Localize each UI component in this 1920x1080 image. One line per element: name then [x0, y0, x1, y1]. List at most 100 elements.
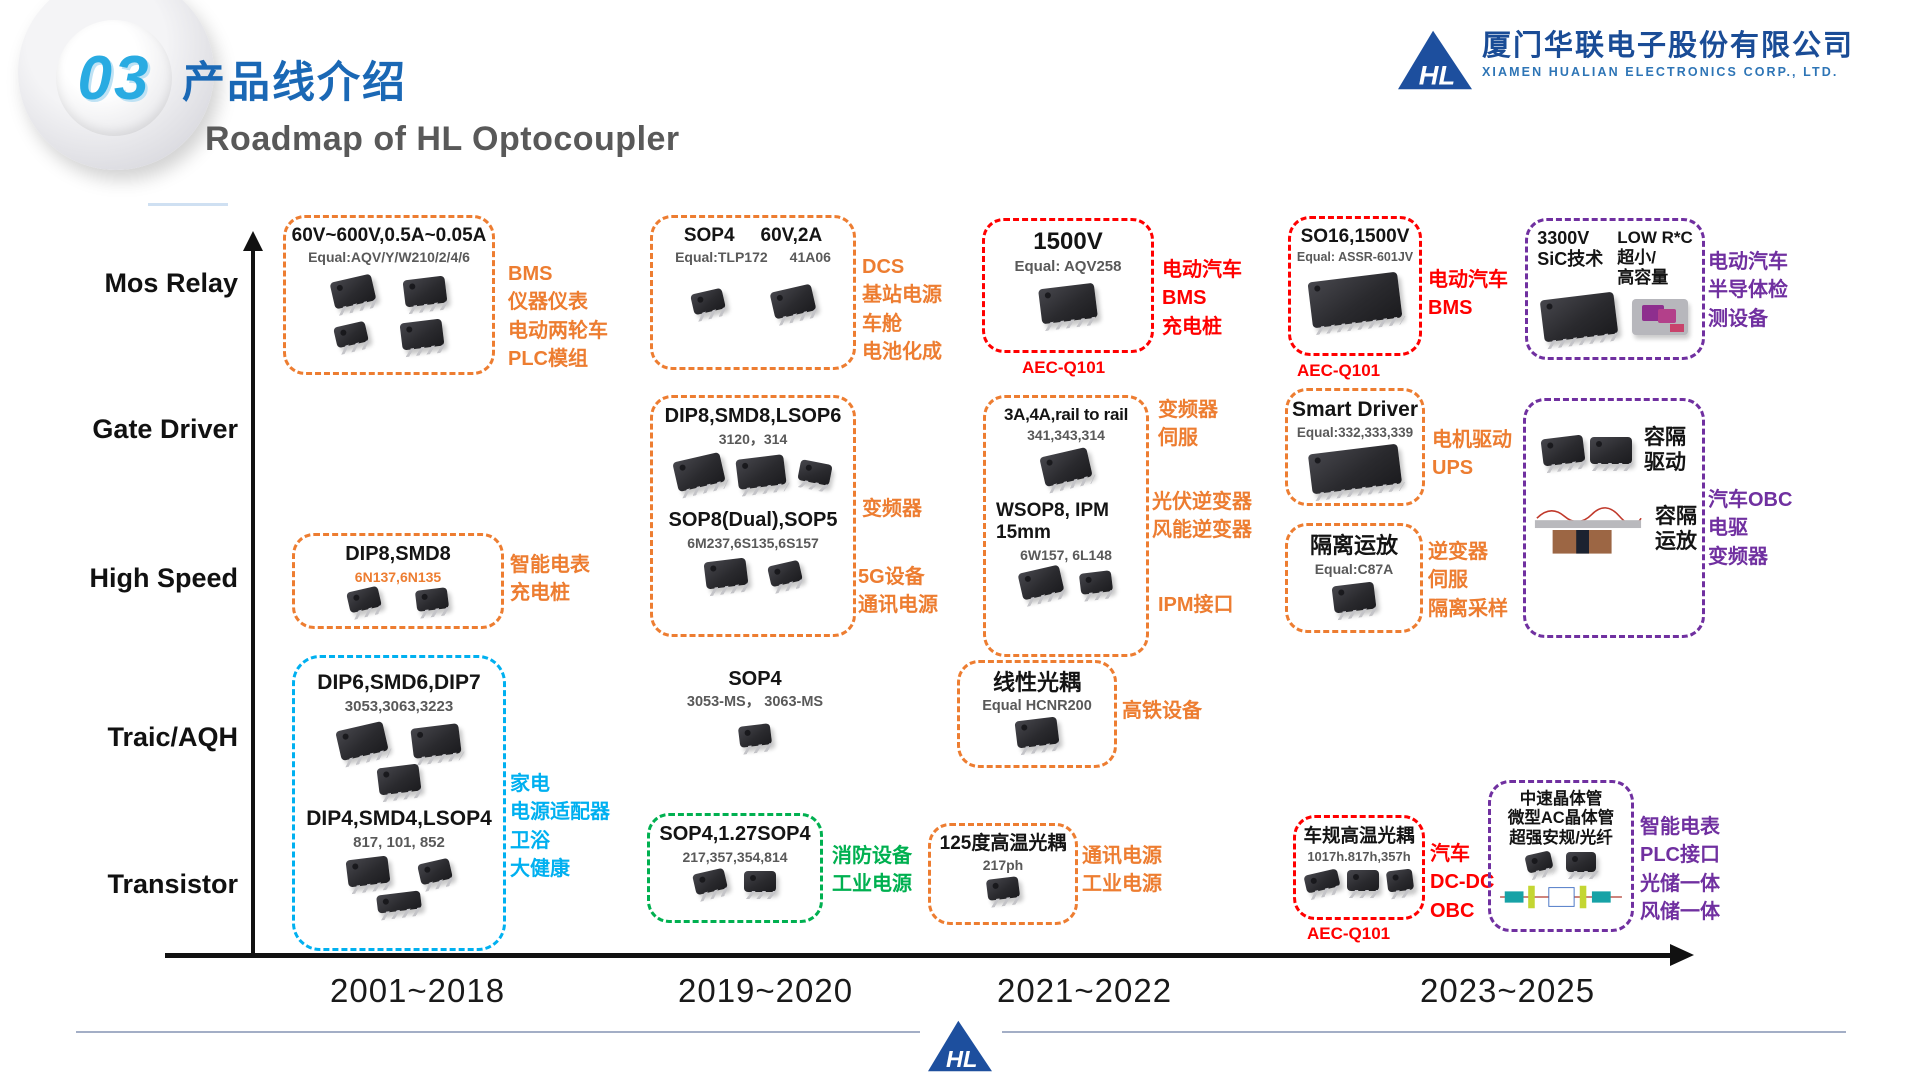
box-models-row: Equal:TLP172 41A06	[675, 247, 831, 266]
product-box-high-speed-2001: DIP8,SMD8 6N137,6N135	[292, 533, 504, 629]
note-mos4-applications: 电动汽车 BMS	[1428, 269, 1508, 320]
chip-image	[1566, 852, 1596, 873]
chip-photos	[1038, 283, 1098, 325]
chip-image	[1014, 716, 1060, 749]
box-label: 容隔 驱动	[1644, 426, 1686, 474]
section-number: 03	[77, 43, 151, 113]
chip-image	[797, 459, 833, 486]
chip-image	[1590, 437, 1632, 465]
box-title: 隔离运放	[1309, 533, 1398, 558]
chip-photos	[1014, 716, 1060, 749]
chip-image	[1078, 570, 1114, 596]
product-box-traic-transistor-2001: DIP6,SMD6,DIP7 3053,3063,3223 DIP4,SMD4,…	[292, 655, 506, 951]
chip-photos	[672, 452, 833, 493]
box-title: 60V,2A	[760, 225, 823, 246]
box-models: 1017h.817h,357h	[1307, 848, 1411, 864]
note-tr1-applications: 家电 电源适配器 卫浴 大健康	[510, 773, 610, 881]
chip-photos	[1303, 868, 1415, 894]
chip-image	[345, 855, 391, 887]
box-title: SO16,1500V	[1300, 226, 1410, 247]
svg-text:HL: HL	[1419, 59, 1455, 90]
chip-image	[346, 586, 382, 614]
box-title: SOP8(Dual),SOP5	[668, 509, 838, 532]
x-axis-arrowhead	[1670, 944, 1694, 966]
chip-image	[1347, 870, 1379, 892]
box-title: 中速晶体管 微型AC晶体管 超强安规/光纤	[1507, 790, 1615, 847]
row-label-mos-relay: Mos Relay	[104, 268, 238, 298]
chip-image	[1540, 434, 1586, 467]
section-number-badge: 03	[56, 20, 172, 136]
chip-photos	[690, 283, 817, 320]
capacitive-driver-row: 容隔 驱动	[1540, 426, 1686, 476]
y-axis-line	[251, 249, 255, 957]
note-gd5-applications: 汽车OBC 电驱 变频器	[1708, 489, 1793, 568]
box-label: 容隔 运放	[1655, 504, 1697, 553]
chip-image	[402, 275, 448, 308]
box-title: DIP6,SMD6,DIP7	[317, 671, 481, 694]
box-models: 217ph	[982, 857, 1024, 874]
chip-image	[1539, 291, 1619, 343]
subtitle-underline	[148, 203, 228, 206]
product-box-mos-relay-2023b: 3300V SiC技术 LOW R*C 超小/ 高容量	[1525, 218, 1705, 360]
company-logo: HL 厦门华联电子股份有限公司 XIAMEN HUALIAN ELECTRONI…	[1398, 30, 1854, 90]
chip-photos	[985, 876, 1021, 902]
chip-image	[1385, 868, 1415, 893]
vson-package-image	[1632, 299, 1688, 336]
product-box-gate-driver-2023b: 隔离运放 Equal:C87A	[1285, 523, 1423, 633]
footer-divider-right	[1002, 1031, 1846, 1033]
aec-q101-badge: AEC-Q101	[1022, 358, 1106, 377]
chip-image	[692, 868, 728, 896]
product-box-mos-relay-2023a: SO16,1500V Equal: ASSR-601JV	[1288, 216, 1422, 356]
box-title-row: 3300V SiC技术 LOW R*C 超小/ 高容量	[1537, 228, 1693, 288]
chip-photos	[376, 763, 422, 796]
aec-q101-badge: AEC-Q101	[1307, 924, 1391, 943]
chip-image	[414, 587, 450, 613]
chip-image	[1039, 446, 1093, 487]
box-title: Smart Driver	[1291, 398, 1419, 421]
note-tx1-applications: 消防设备 工业电源	[832, 845, 912, 896]
pcb-module-image	[1534, 506, 1642, 554]
product-box-gate-driver-2023a: Smart Driver Equal:332,333,339	[1285, 388, 1425, 506]
chip-image	[417, 857, 453, 885]
chip-photos	[660, 723, 850, 748]
box-title: 3A,4A,rail to rail	[1003, 405, 1129, 424]
note-tr3-applications: 高铁设备	[1122, 700, 1202, 722]
chip-image	[410, 722, 462, 759]
box-models: Equal:TLP172	[675, 249, 768, 266]
box-title: 1500V	[1033, 228, 1103, 255]
chip-photos	[335, 720, 462, 761]
chip-photos	[1524, 850, 1596, 875]
chip-photos	[1539, 291, 1688, 343]
row-label-high-speed: High Speed	[89, 563, 238, 593]
y-axis-arrowhead	[243, 231, 263, 251]
note-gd2-c: IPM接口	[1158, 594, 1234, 616]
chip-photos	[329, 273, 448, 310]
product-box-mos-relay-2001: 60V~600V,0.5A~0.05A Equal:AQV/Y/W210/2/4…	[283, 215, 495, 375]
company-name-en: XIAMEN HUALIAN ELECTRONICS CORP., LTD.	[1482, 65, 1839, 80]
chip-image	[1524, 850, 1554, 875]
chip-photos	[376, 889, 422, 914]
box-title: LOW R*C 超小/ 高容量	[1617, 228, 1693, 288]
box-models: 3053,3063,3223	[344, 697, 454, 715]
row-label-traic-aqh: Traic/AQH	[107, 722, 238, 752]
box-models: Equal: AQV258	[1014, 258, 1122, 276]
chip-image	[1303, 868, 1341, 894]
chip-photos	[1331, 581, 1377, 614]
aec-q101-badge: AEC-Q101	[1297, 361, 1381, 380]
box-title: WSOP8, IPM 15mm	[996, 499, 1109, 544]
note-gd3-applications: 电机驱动 UPS	[1432, 429, 1512, 480]
box-models: 817, 101, 852	[353, 833, 445, 851]
chip-image	[376, 763, 422, 796]
product-box-gate-driver-2019: DIP8,SMD8,LSOP6 3120，314 SOP8(Dual),SOP5…	[650, 395, 856, 637]
box-models: 41A06	[789, 249, 831, 266]
row-label-gate-driver: Gate Driver	[92, 414, 238, 444]
fiber-link-schematic-image	[1500, 886, 1622, 909]
note-mos1-applications: BMS 仪器仪表 电动两轮车 PLC模组	[508, 263, 608, 371]
chip-photos	[346, 586, 450, 614]
product-group-sop4-traic: SOP4 3053-MS， 3063-MS	[660, 668, 850, 748]
chip-photos	[692, 868, 776, 896]
svg-text:HL: HL	[946, 1046, 977, 1072]
box-models: 3120，314	[718, 430, 788, 447]
box-title: DIP8,SMD8,LSOP6	[664, 405, 842, 427]
box-models: 3053-MS， 3063-MS	[686, 693, 824, 710]
